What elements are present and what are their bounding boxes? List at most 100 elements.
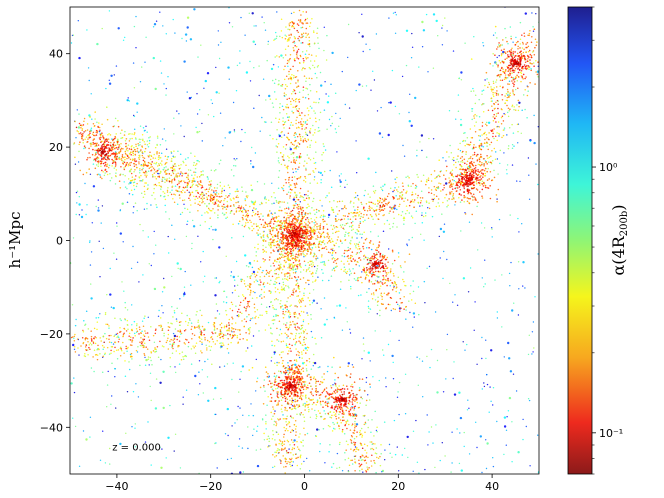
halo-point [523, 32, 525, 34]
halo-point [451, 188, 454, 190]
halo-point [170, 174, 172, 177]
halo-point [156, 137, 159, 139]
halo-point [492, 457, 494, 459]
halo-point [132, 206, 135, 208]
halo-point [268, 229, 270, 231]
halo-point [341, 428, 344, 431]
halo-point [326, 236, 328, 238]
halo-point [153, 287, 157, 291]
halo-point [293, 161, 295, 164]
halo-point [126, 391, 129, 393]
halo-point [232, 223, 234, 225]
halo-point [505, 444, 507, 446]
halo-point [457, 110, 460, 113]
halo-point [389, 285, 391, 287]
halo-point [477, 153, 479, 156]
halo-point [229, 212, 232, 214]
halo-point [410, 57, 413, 59]
halo-point [303, 215, 306, 218]
halo-point [296, 268, 299, 270]
halo-point [128, 140, 131, 142]
halo-point [529, 139, 532, 142]
halo-point [349, 332, 352, 334]
halo-point [288, 343, 291, 346]
halo-point [314, 72, 317, 75]
halo-point [76, 202, 78, 204]
halo-point [288, 448, 290, 450]
halo-point [458, 462, 461, 465]
halo-point [284, 65, 286, 67]
halo-point [248, 414, 250, 417]
halo-point [276, 146, 279, 148]
halo-point [281, 222, 284, 224]
halo-point [502, 134, 505, 137]
halo-point [543, 43, 545, 45]
halo-point [304, 122, 307, 124]
halo-point [365, 43, 367, 45]
halo-point [291, 179, 293, 182]
halo-point [376, 313, 378, 315]
halo-point [285, 465, 287, 468]
halo-point [445, 378, 447, 380]
halo-point [285, 333, 288, 336]
halo-point [188, 179, 191, 182]
halo-point [380, 294, 382, 296]
halo-point [367, 300, 370, 302]
halo-point [297, 287, 300, 289]
halo-point [353, 444, 356, 446]
halo-point [361, 398, 364, 400]
halo-point [272, 406, 274, 408]
halo-point [528, 49, 531, 52]
halo-point [386, 203, 388, 206]
halo-point [484, 131, 486, 134]
halo-point [289, 337, 291, 340]
halo-point [269, 225, 272, 228]
halo-point [292, 156, 295, 159]
halo-point [194, 167, 197, 170]
halo-point [378, 197, 381, 199]
halo-point [464, 349, 466, 351]
halo-point [195, 184, 197, 186]
halo-point [493, 128, 495, 130]
halo-point [446, 30, 448, 32]
halo-point [223, 189, 225, 192]
halo-point [284, 457, 287, 459]
halo-point [419, 205, 421, 207]
halo-point [118, 336, 120, 339]
halo-point [358, 276, 360, 279]
halo-point [397, 391, 399, 393]
halo-point [307, 113, 310, 116]
halo-point [83, 131, 85, 133]
halo-point [320, 255, 323, 258]
halo-point [492, 119, 495, 122]
halo-point [494, 32, 497, 34]
halo-point [99, 276, 101, 278]
halo-point [421, 214, 423, 216]
halo-point [275, 375, 278, 377]
halo-point [91, 133, 94, 136]
halo-point [362, 216, 364, 219]
halo-point [459, 432, 461, 434]
halo-point [153, 172, 156, 174]
halo-point [436, 359, 439, 362]
halo-point [328, 118, 331, 121]
halo-point [312, 361, 315, 364]
halo-point [509, 74, 511, 76]
halo-point [280, 18, 283, 21]
halo-point [282, 225, 284, 227]
halo-point [297, 24, 300, 26]
halo-point [278, 320, 281, 323]
halo-point [268, 440, 270, 443]
halo-point [155, 177, 158, 180]
halo-point [300, 454, 302, 456]
halo-point [175, 173, 178, 175]
halo-point [476, 446, 478, 449]
halo-point [183, 291, 186, 294]
halo-point [251, 225, 253, 227]
halo-point [308, 399, 311, 401]
halo-point [256, 425, 259, 427]
halo-point [379, 314, 381, 317]
halo-point [289, 82, 292, 85]
halo-point [315, 216, 318, 219]
halo-point [340, 226, 343, 228]
